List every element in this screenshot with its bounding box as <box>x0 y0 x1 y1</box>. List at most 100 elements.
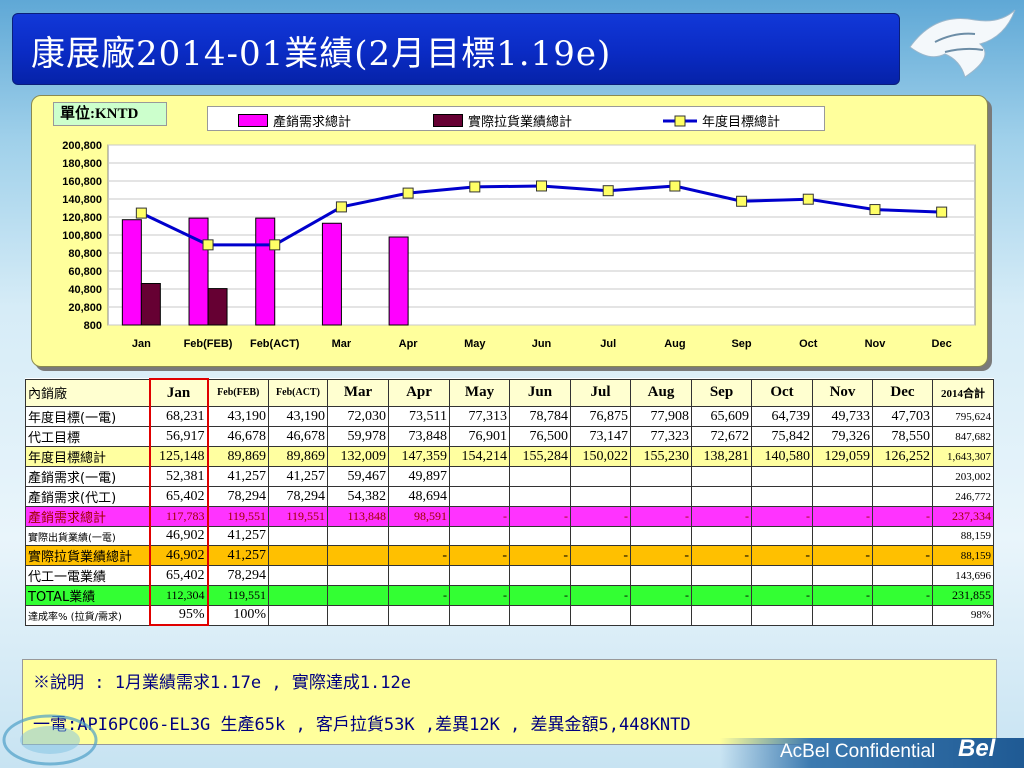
table-cell <box>691 466 752 487</box>
y-tick-label: 20,800 <box>68 302 102 314</box>
table-cell: 78,294 <box>268 486 328 507</box>
legend-swatch-actual <box>433 114 463 127</box>
table-cell <box>691 605 752 626</box>
table-cell: - <box>691 545 752 566</box>
table-cell <box>630 526 692 546</box>
table-cell: - <box>570 545 631 566</box>
target-point <box>202 239 214 251</box>
note-line-2: 一電:API6PC06-EL3G 生產65k , 客戶拉貨53K ,差異12K … <box>33 715 691 735</box>
table-cell: 119,551 <box>268 506 328 527</box>
bar-1 <box>207 288 228 326</box>
table-cell: 100% <box>207 605 269 626</box>
table-cell: 56,917 <box>148 426 209 447</box>
table-cell <box>509 526 571 546</box>
table-cell: 98,591 <box>388 506 450 527</box>
table-cell: - <box>449 506 510 527</box>
table-cell <box>691 486 752 507</box>
table-cell: - <box>449 585 510 606</box>
table-cell: 89,869 <box>268 446 328 467</box>
table-header-cell: 2014合計 <box>932 378 994 407</box>
table-cell <box>570 565 631 586</box>
table-cell <box>388 605 450 626</box>
table-row: 實際拉貨業績總計 46,902 41,257- - - - - - - - -88,159 <box>25 545 994 566</box>
table-cell <box>449 486 510 507</box>
row-label: 產銷需求(一電) <box>25 466 150 487</box>
table-cell: 41,257 <box>207 545 269 566</box>
table-cell: - <box>449 545 510 566</box>
table-cell: 48,694 <box>388 486 450 507</box>
table-cell <box>268 565 328 586</box>
table-header-cell: Oct <box>751 378 813 407</box>
unit-label: 單位:KNTD <box>53 102 167 126</box>
bar-0 <box>321 222 342 326</box>
table-header-cell: May <box>449 378 510 407</box>
table-cell: 140,580 <box>751 446 813 467</box>
y-tick-label: 180,800 <box>62 158 102 170</box>
row-label: 達成率% (拉貨/需求) <box>25 605 150 626</box>
table-row: 年度目標(一電) 68,231 43,190 43,190 72,030 73,511 77… <box>25 406 994 427</box>
row-label: 年度目標總計 <box>25 446 150 467</box>
table-cell: 231,855 <box>932 585 994 606</box>
table-cell: 46,678 <box>207 426 269 447</box>
table-cell: 138,281 <box>691 446 752 467</box>
footer-bar <box>720 738 1024 768</box>
table-cell: 46,678 <box>268 426 328 447</box>
table-row: TOTAL業績 112,304 119,551- - - - - - - - -231,855 <box>25 585 994 606</box>
target-point <box>802 193 814 205</box>
table-header-cell: Jan <box>148 378 209 407</box>
table-header-cell: Apr <box>388 378 450 407</box>
x-tick-label: Sep <box>731 338 751 350</box>
table-cell: 76,875 <box>570 406 631 427</box>
table-cell: - <box>509 545 571 566</box>
table-cell <box>812 466 873 487</box>
table-cell: 155,284 <box>509 446 571 467</box>
table-cell: 1,643,307 <box>932 446 994 467</box>
table-cell: - <box>509 506 571 527</box>
table-cell: - <box>751 545 813 566</box>
table-cell: 46,902 <box>148 526 209 546</box>
y-tick-label: 120,800 <box>62 212 102 224</box>
table-cell: 125,148 <box>148 446 209 467</box>
table-cell: 43,190 <box>268 406 328 427</box>
x-tick-label: Feb(FEB) <box>184 338 233 350</box>
table-cell <box>509 565 571 586</box>
table-cell <box>570 526 631 546</box>
bar-0 <box>188 217 209 326</box>
table-cell: 119,551 <box>207 585 269 606</box>
table-header-cell: Sep <box>691 378 752 407</box>
table-cell <box>570 605 631 626</box>
target-point <box>335 201 347 213</box>
y-tick-label: 800 <box>84 320 102 332</box>
table-cell: - <box>630 506 692 527</box>
table-cell <box>268 526 328 546</box>
y-tick-label: 140,800 <box>62 194 102 206</box>
table-cell: 46,902 <box>148 545 209 566</box>
table-cell <box>327 545 389 566</box>
table-cell: - <box>388 545 450 566</box>
legend-swatch-target <box>663 115 697 126</box>
table-cell: 132,009 <box>327 446 389 467</box>
table-cell <box>327 565 389 586</box>
table-cell: 76,500 <box>509 426 571 447</box>
table-cell: 41,257 <box>268 466 328 487</box>
table-cell: - <box>691 506 752 527</box>
table-cell: 52,381 <box>148 466 209 487</box>
x-tick-label: Mar <box>332 338 352 350</box>
row-label: 實際拉貨業績總計 <box>25 545 150 566</box>
table-row: 實際出貨業績(一電) 46,902 41,257 88,159 <box>25 526 994 546</box>
y-tick-label: 40,800 <box>68 284 102 296</box>
x-tick-label: Jul <box>600 338 616 350</box>
table-cell: 95% <box>148 605 209 626</box>
table-cell <box>751 526 813 546</box>
table-cell: 78,294 <box>207 565 269 586</box>
table-cell: - <box>570 585 631 606</box>
chart-legend: 產銷需求總計 實際拉貨業績總計 年度目標總計 <box>207 106 825 131</box>
table-cell: 78,294 <box>207 486 269 507</box>
table-cell: - <box>630 545 692 566</box>
table-cell: 847,682 <box>932 426 994 447</box>
target-point <box>669 180 681 192</box>
y-tick-label: 200,800 <box>62 140 102 152</box>
confidential-label: AcBel Confidential <box>780 741 936 762</box>
table-cell: 154,214 <box>449 446 510 467</box>
table-cell: - <box>872 506 933 527</box>
